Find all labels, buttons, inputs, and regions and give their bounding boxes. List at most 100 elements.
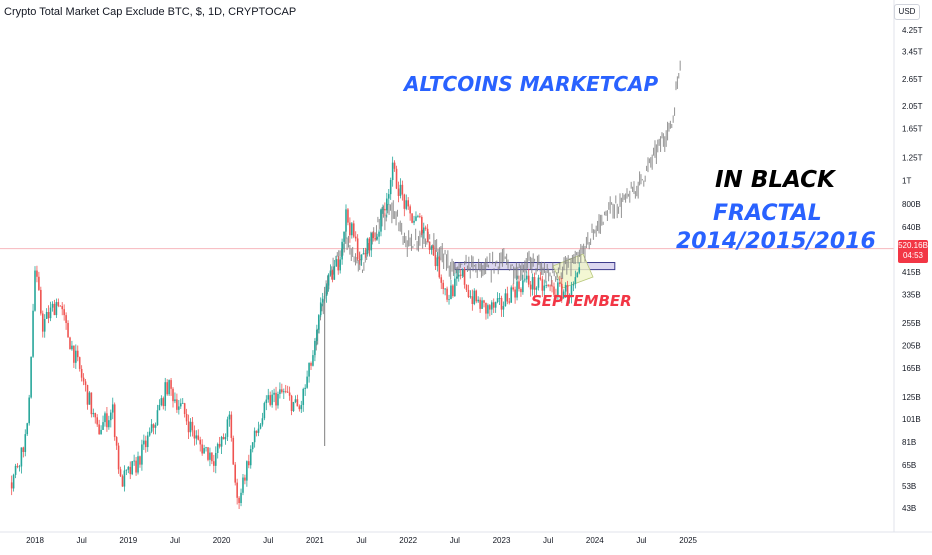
candle-body: [452, 285, 454, 297]
candle-body: [187, 421, 190, 433]
time-tick-label: 2019: [119, 536, 137, 545]
candle-body: [440, 277, 443, 283]
candle-body: [152, 424, 155, 428]
candle-body: [32, 310, 34, 357]
candle-body: [384, 208, 386, 211]
candle-body: [156, 410, 159, 426]
candle-body: [273, 392, 275, 395]
candle-body: [374, 238, 376, 240]
candle-body: [352, 223, 355, 237]
candle-body: [255, 430, 258, 433]
candle-body: [537, 277, 540, 288]
candle-body: [10, 482, 13, 489]
candle-body: [281, 389, 283, 393]
candle-body: [382, 208, 384, 210]
price-axis[interactable]: 4.25T 3.45T 2.65T 2.05T 1.65T 1.25T 1T 800B 640B…: [893, 0, 923, 532]
candle-body: [446, 288, 448, 300]
candle-body: [96, 417, 98, 425]
price-tick-label: 4.25T: [902, 26, 923, 35]
candle-body: [76, 350, 79, 358]
candle-body: [366, 238, 369, 255]
candle-body: [393, 162, 396, 169]
candle-body: [327, 274, 330, 286]
price-tick-label: 640B: [902, 223, 921, 232]
candle-body: [251, 442, 254, 450]
candle-body: [216, 443, 219, 453]
time-tick-label: 2021: [306, 536, 324, 545]
candle-body: [185, 413, 188, 422]
currency-selector[interactable]: USD: [894, 4, 920, 20]
candle-body: [271, 394, 273, 405]
candle-body: [193, 430, 196, 439]
candle-body: [181, 403, 184, 405]
candle-body: [339, 259, 341, 271]
candle-body: [84, 381, 87, 386]
candle-body: [18, 466, 21, 468]
candle-body: [24, 434, 27, 453]
candle-body: [125, 469, 128, 471]
candle-body: [378, 231, 380, 237]
candle-body: [279, 389, 281, 394]
candle-body: [386, 198, 388, 211]
candle-body: [275, 392, 277, 406]
time-tick-label: 2020: [213, 536, 231, 545]
candle-body: [494, 302, 497, 308]
candle-body: [533, 277, 536, 290]
time-tick-label: Jul: [636, 536, 646, 545]
candle-body: [570, 285, 573, 297]
candle-body: [292, 401, 295, 411]
candle-body: [553, 286, 555, 295]
candle-body: [438, 257, 441, 278]
candle-body: [12, 474, 15, 489]
candle-body: [419, 216, 421, 218]
candle-body: [232, 437, 235, 465]
candle-body: [302, 388, 305, 405]
candle-body: [358, 258, 361, 261]
candle-body: [176, 399, 178, 410]
candle-body: [242, 477, 244, 493]
candle-body: [160, 398, 163, 405]
candle-body: [354, 236, 357, 239]
candle-body: [100, 429, 102, 435]
candle-body: [477, 299, 479, 302]
candle-body: [450, 285, 452, 300]
candle-body: [559, 282, 561, 284]
candle-body: [496, 298, 499, 303]
candle-body: [337, 259, 340, 271]
candle-body: [131, 461, 133, 475]
annotation-fractal: FRACTAL: [713, 201, 822, 226]
candle-body: [197, 435, 200, 440]
candle-body: [38, 276, 40, 290]
candle-body: [121, 476, 124, 487]
fractal-series: [314, 60, 681, 358]
candle-body: [459, 274, 462, 276]
candle-body: [49, 307, 52, 319]
time-tick-label: 2025: [679, 536, 697, 545]
candle-body: [465, 284, 468, 290]
time-tick-label: Jul: [77, 536, 87, 545]
price-tick-label: 800B: [902, 200, 921, 209]
candle-body: [471, 296, 474, 304]
candle-body: [164, 382, 167, 407]
candle-body: [349, 222, 351, 236]
bar-countdown: 04:53: [902, 250, 924, 260]
candle-body: [529, 284, 532, 290]
time-axis[interactable]: 2018 Jul 2019 Jul 2020 Jul 2021 Jul 2022 Jul 2023 J…: [0, 531, 932, 545]
candle-body: [372, 233, 375, 239]
candle-body: [475, 290, 478, 302]
candle-body: [253, 430, 256, 443]
candle-body: [356, 238, 359, 259]
candle-body: [506, 293, 509, 302]
current-price-tag: 520.16B 04:53: [898, 239, 928, 263]
candle-body: [209, 452, 211, 460]
time-tick-label: Jul: [356, 536, 366, 545]
price-tick-label: 335B: [902, 290, 921, 299]
candle-body: [351, 223, 353, 236]
candle-body: [211, 452, 213, 462]
symbol-header[interactable]: Crypto Total Market Cap Exclude BTC, $, …: [4, 6, 297, 18]
candle-body: [228, 414, 231, 420]
candle-body: [417, 216, 419, 218]
candle-body: [421, 216, 423, 234]
